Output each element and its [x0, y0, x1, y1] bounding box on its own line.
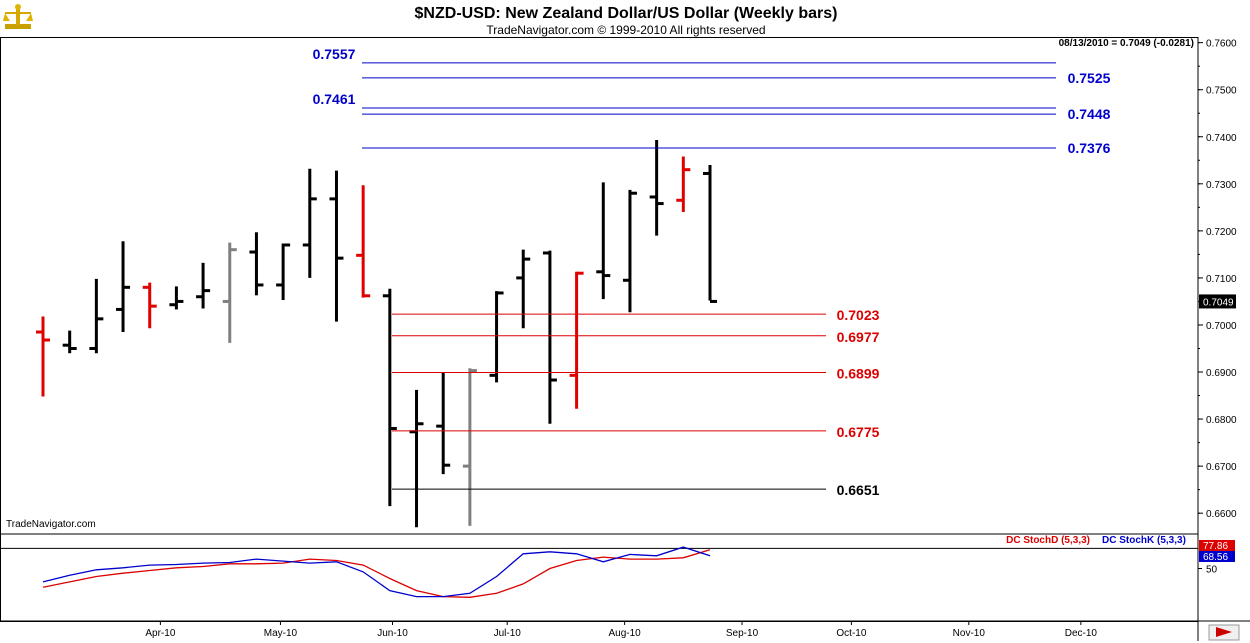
- date-axis: Apr-10 May-10 Jun-10 Jul-10 Aug-10 Sep-10 Oct-…: [145, 621, 1240, 641]
- ohlc-bar: [569, 271, 584, 409]
- ohlc-bar: [302, 168, 317, 278]
- ohlc-bar: [116, 241, 131, 333]
- ohlc-bar: [382, 288, 397, 507]
- y-tick-label: 0.7400: [1206, 133, 1237, 144]
- ohlc-bar: [196, 262, 211, 309]
- stoch-tick-label: 50: [1206, 565, 1218, 576]
- x-tick-label: Jul-10: [494, 628, 522, 639]
- ohlc-bar: [329, 170, 344, 322]
- stoch-last-box: [1199, 540, 1235, 551]
- ohlc-bar: [542, 250, 557, 424]
- ohlc-bar: [89, 278, 104, 354]
- ohlc-bar: [436, 372, 451, 475]
- resistance-label: 0.7448: [1068, 106, 1111, 122]
- support-label: 0.6977: [837, 329, 880, 345]
- watermark: TradeNavigator.com: [6, 519, 96, 530]
- y-tick-label: 0.6700: [1206, 462, 1237, 473]
- y-tick-label: 0.7100: [1206, 274, 1237, 285]
- support-label: 0.6899: [837, 365, 880, 381]
- x-tick-label: Aug-10: [608, 628, 641, 639]
- ohlc-bar: [222, 242, 237, 343]
- stoch-series-line: [42, 546, 711, 598]
- support-label: 0.7023: [837, 307, 880, 323]
- x-tick-label: Oct-10: [836, 628, 866, 639]
- chart-title: $NZD-USD: New Zealand Dollar/US Dollar (…: [415, 5, 838, 22]
- stoch-last-box: [1199, 551, 1235, 562]
- resistance-label: 0.7461: [313, 91, 356, 107]
- y-tick-label: 0.6800: [1206, 415, 1237, 426]
- y-tick-label: 0.7000: [1206, 321, 1237, 332]
- y-tick-label: 0.6900: [1206, 368, 1237, 379]
- plot-frame: [0, 37, 1250, 641]
- last-value-label: 0.7049: [1203, 297, 1234, 308]
- stoch-last-label: 77.86: [1203, 541, 1228, 552]
- ohlc-bar: [649, 140, 664, 236]
- resistance-label: 0.7376: [1068, 140, 1111, 156]
- y-tick-label: 0.7200: [1206, 227, 1237, 238]
- y-tick-label: 0.7300: [1206, 180, 1237, 191]
- ohlc-bar: [142, 282, 157, 329]
- last-value-box: [1199, 294, 1236, 309]
- legend-stoch-k: DC StochK (5,3,3): [1102, 535, 1186, 546]
- ohlc-bar: [516, 249, 531, 329]
- legend-stoch-d: DC StochD (5,3,3): [1006, 535, 1090, 546]
- ohlc-bar: [36, 316, 50, 397]
- x-tick-label: Nov-10: [953, 628, 986, 639]
- date-readout: 08/13/2010 = 0.7049 (-0.0281): [1059, 38, 1194, 49]
- ohlc-bar: [249, 232, 264, 296]
- y-tick-label: 0.7600: [1206, 39, 1237, 50]
- ohlc-bar: [276, 243, 291, 301]
- ohlc-bar: [596, 182, 611, 300]
- x-tick-label: Sep-10: [726, 628, 759, 639]
- ohlc-bar: [676, 156, 691, 213]
- y-tick-label: 0.7500: [1206, 86, 1237, 97]
- arrow-right-icon: [1216, 627, 1232, 637]
- logo-icon: [3, 4, 33, 29]
- price-axis: 0.7600 0.7500 0.7400 0.7300 0.7200 0.7100 0.70…: [1198, 39, 1237, 520]
- ohlc-bar: [169, 286, 184, 310]
- price-bars: [36, 140, 717, 528]
- chart-subtitle: TradeNavigator.com © 1999-2010 All right…: [486, 23, 765, 37]
- stoch-series-line: [42, 549, 711, 598]
- ohlc-bar: [622, 189, 637, 313]
- ohlc-bar: [62, 330, 77, 354]
- x-tick-label: Apr-10: [145, 628, 175, 639]
- ohlc-bar: [489, 291, 504, 383]
- ohlc-bar: [409, 389, 424, 528]
- ohlc-bar: [703, 164, 717, 303]
- ohlc-bar: [356, 185, 371, 298]
- resistance-label: 0.7525: [1068, 70, 1111, 86]
- x-tick-label: May-10: [264, 628, 298, 639]
- y-tick-label: 0.6600: [1206, 509, 1237, 520]
- x-tick-label: Dec-10: [1065, 628, 1098, 639]
- resistance-label: 0.7557: [313, 46, 356, 62]
- ohlc-bar: [462, 368, 477, 526]
- level-lines: 0.7557 0.7525 0.7461 0.7448 0.7376 0.7023 0.69…: [313, 46, 1111, 498]
- support-label: 0.6651: [837, 482, 880, 498]
- x-tick-label: Jun-10: [377, 628, 408, 639]
- support-label: 0.6775: [837, 424, 880, 440]
- stoch-last-label: 68.56: [1203, 552, 1228, 563]
